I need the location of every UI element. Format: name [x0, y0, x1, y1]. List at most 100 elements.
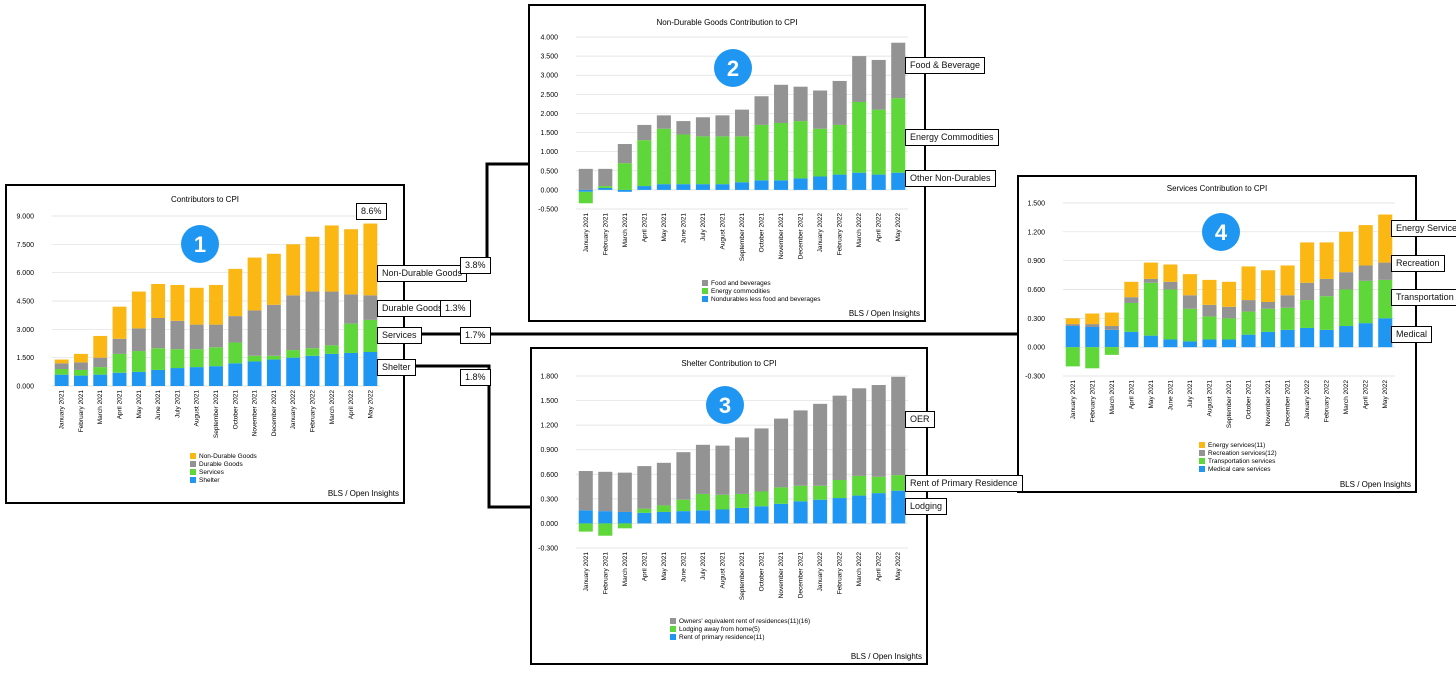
bar-segment: [656, 511, 671, 524]
bar-segment: [1300, 242, 1315, 283]
bar-segment: [112, 338, 127, 354]
x-tick-label: April 2022: [876, 213, 883, 243]
legend-swatch: [190, 469, 196, 475]
bar-segment: [1378, 262, 1393, 280]
bar-segment: [112, 353, 127, 373]
label-food-beverage: Food & Beverage: [905, 57, 986, 74]
legend-swatch: [190, 477, 196, 483]
bar-segment: [1339, 231, 1354, 273]
legend-label: Shelter: [199, 477, 220, 484]
bar-segment: [93, 367, 108, 375]
bar-segment: [1124, 297, 1139, 303]
x-tick-label: March 2021: [97, 390, 104, 425]
x-tick-label: April 2021: [641, 213, 648, 243]
bar-segment: [363, 295, 378, 320]
bar-segment: [1241, 334, 1256, 348]
bar-segment: [598, 187, 613, 190]
bar-segment: [1202, 279, 1217, 305]
bar-segment: [209, 366, 223, 386]
bar-segment: [1378, 279, 1393, 319]
bar-segment: [305, 348, 320, 356]
services-pct-label: 1.7%: [460, 327, 491, 344]
label-energy-services: Energy Services: [1391, 220, 1456, 237]
chart-panel-services: Services Contribution to CPI -0.300 0.000 0…: [1017, 175, 1417, 493]
bar-segment: [871, 109, 886, 175]
legend-swatch: [1199, 458, 1205, 464]
label-other-non-durables: Other Non-Durables: [905, 170, 996, 187]
bar-segment: [344, 229, 359, 295]
chart-title: Services Contribution to CPI: [1167, 184, 1268, 193]
bar-segment: [598, 511, 613, 524]
bar-segment: [734, 493, 750, 508]
y-tick-label: 0.000: [540, 521, 558, 528]
bar-segment: [813, 128, 828, 177]
legend-label: Energy services(11): [1208, 442, 1265, 449]
bar-segment: [813, 499, 828, 524]
bar-segment: [617, 144, 632, 164]
bar-segment: [637, 466, 652, 509]
x-tick-label: March 2021: [622, 213, 629, 248]
legend-swatch: [1199, 466, 1205, 472]
y-tick-label: 4.000: [540, 35, 558, 42]
bar-segment: [131, 328, 146, 352]
bar-segment: [1358, 265, 1373, 281]
bar-segment: [1241, 311, 1256, 335]
label-transportation: Transportation: [1391, 289, 1456, 306]
bar-segment: [695, 444, 710, 494]
bar-segment: [637, 512, 652, 524]
bar-segment: [1085, 347, 1100, 369]
bar-segment: [209, 324, 223, 348]
legend-swatch: [702, 280, 708, 286]
y-tick-label: 1.200: [1027, 229, 1045, 236]
non-durable-pct-label: 3.8%: [460, 257, 491, 274]
bar-segment: [266, 253, 281, 305]
x-tick-label: May 2021: [136, 390, 143, 419]
bar-segment: [189, 367, 204, 386]
bar-segment: [617, 511, 632, 524]
bar-segment: [344, 294, 359, 324]
bar-segment: [344, 323, 359, 353]
bar-segment: [151, 284, 166, 318]
y-tick-label: -0.500: [538, 207, 558, 214]
bar-segment: [1065, 347, 1080, 367]
x-tick-label: February 2022: [837, 213, 844, 256]
bar-segment: [1124, 331, 1139, 348]
bar-segment: [852, 172, 867, 190]
legend-label: Transportation services: [1208, 458, 1276, 465]
bar-segment: [715, 509, 730, 524]
bar-segment: [170, 284, 185, 321]
bar-segment: [891, 376, 906, 476]
x-tick-label: February 2022: [837, 552, 844, 595]
bar-segment: [1300, 282, 1315, 301]
bar-segment: [832, 124, 847, 175]
bar-segment: [813, 176, 828, 190]
legend-label: Recreation services(12): [1208, 450, 1277, 457]
bar-segment: [871, 476, 886, 494]
bar-segment: [228, 268, 243, 317]
bar-segment: [112, 372, 127, 386]
bar-segment: [247, 355, 262, 362]
bar-segment: [656, 184, 671, 190]
bar-segment: [54, 374, 69, 386]
y-tick-label: 3.000: [16, 327, 34, 334]
bar-segment: [1065, 318, 1080, 325]
bar-segment: [734, 182, 750, 190]
bar-segment: [754, 491, 769, 507]
x-tick-label: April 2021: [117, 390, 124, 420]
bar-segment: [131, 351, 146, 372]
bar-segment: [286, 357, 301, 386]
bar-segment: [131, 291, 146, 329]
y-tick-label: 9.000: [16, 214, 34, 221]
x-tick-label: February 2021: [1089, 380, 1096, 423]
x-tick-label: March 2022: [856, 552, 863, 587]
x-tick-label: January 2022: [817, 552, 824, 592]
label-rent-primary: Rent of Primary Residence: [905, 475, 1023, 492]
bar-segment: [832, 174, 847, 190]
x-tick-label: January 2022: [290, 390, 297, 430]
bar-segment: [1163, 289, 1178, 340]
bar-segment: [1065, 324, 1080, 327]
bar-segment: [793, 410, 808, 486]
bar-segment: [832, 395, 847, 481]
bar-segment: [1124, 281, 1139, 298]
chart-non-durable-svg: Non-Durable Goods Contribution to CPI -0.…: [538, 18, 920, 318]
